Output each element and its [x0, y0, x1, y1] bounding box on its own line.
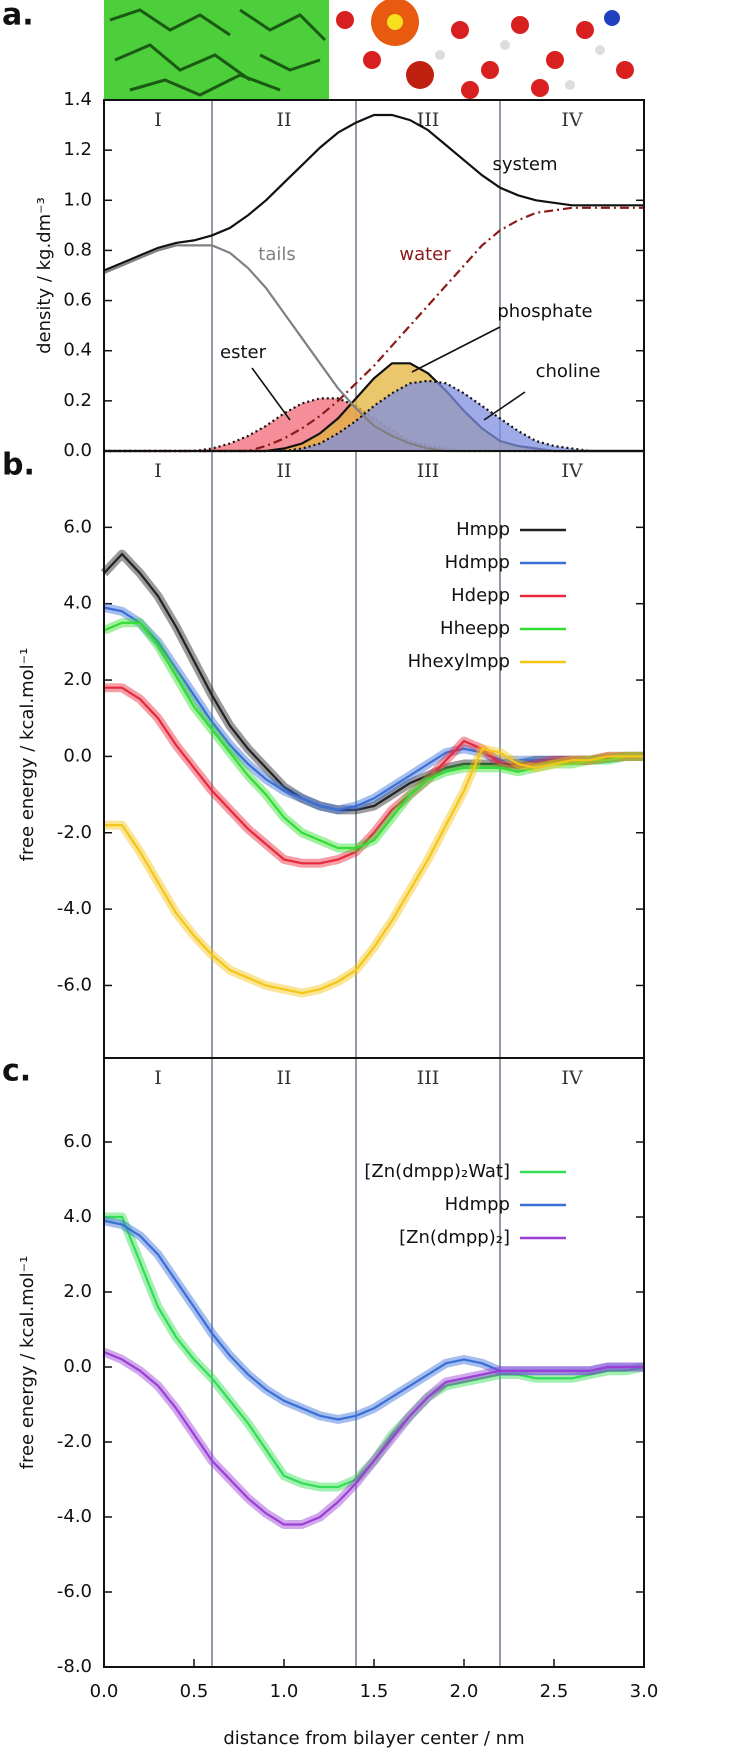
region-label: II: [276, 1067, 291, 1089]
ester-arrow: [251, 367, 291, 421]
legend-label: [Zn(dmpp)₂Wat]: [364, 1161, 510, 1182]
y-tick-label: 0.0: [63, 440, 92, 461]
y-tick-label: 1.2: [63, 139, 92, 160]
uncertainty-band: [103, 1216, 644, 1424]
phosphate-arrow: [411, 326, 501, 373]
panel-label: b.: [2, 448, 35, 483]
series-line: [104, 747, 644, 995]
region-label: II: [276, 460, 291, 482]
y-tick-label: 4.0: [63, 593, 92, 614]
y-tick-label: -8.0: [57, 1656, 92, 1677]
legend-label: Hdepp: [451, 585, 510, 606]
y-tick-label: 4.0: [63, 1206, 92, 1227]
curve-label: water: [399, 244, 451, 265]
region-label: I: [154, 460, 162, 482]
x-tick-label: 1.5: [360, 1681, 389, 1702]
region-label: II: [276, 109, 291, 131]
legend-label: Hheepp: [440, 618, 510, 639]
y-tick-label: 0.4: [63, 340, 92, 361]
region-label: III: [417, 1067, 440, 1089]
series-line: [103, 1219, 644, 1421]
legend-label: Hdmpp: [445, 552, 510, 573]
y-tick-label: 1.4: [63, 89, 92, 110]
molecular-snapshot: [104, 0, 644, 100]
region-label: I: [154, 109, 162, 131]
y-axis-title: free energy / kcal.mol⁻¹: [17, 1256, 38, 1470]
water-spheres: [336, 0, 634, 99]
curve-label: choline: [536, 361, 601, 382]
plots: a. density / kg.dm⁻³ 0.0 0.2 0.4 0.6 0.8 1.0 1.2…: [2, 0, 658, 1749]
y-tick-label: 2.0: [63, 1281, 92, 1302]
curve-label: system: [492, 154, 557, 175]
region-label: IV: [561, 460, 583, 482]
uncertainty-band: [104, 1212, 645, 1492]
choline-arrow: [483, 391, 526, 421]
panel-label: a.: [2, 0, 34, 33]
y-tick-label: -2.0: [57, 822, 92, 843]
curve-label: phosphate: [497, 301, 592, 322]
x-axis-title: distance from bilayer center / nm: [223, 1728, 524, 1749]
region-label: I: [154, 1067, 162, 1089]
y-tick-label: 0.2: [63, 390, 92, 411]
uncertainty-band: [102, 618, 644, 853]
y-tick-label: -2.0: [57, 1431, 92, 1452]
y-tick-label: 0.6: [63, 290, 92, 311]
x-tick-label: 3.0: [630, 1681, 659, 1702]
x-tick-label: 0.0: [90, 1681, 119, 1702]
x-tick-label: 1.0: [270, 1681, 299, 1702]
y-tick-label: 0.8: [63, 239, 92, 260]
area-fill: [104, 380, 644, 451]
lipid-sticks: [109, 8, 327, 97]
y-tick-label: -4.0: [57, 898, 92, 919]
series-line: [103, 113, 644, 272]
series-line: [103, 1350, 644, 1526]
panel-label: c.: [2, 1054, 31, 1089]
y-tick-label: 0.0: [63, 1356, 92, 1377]
x-tick-label: 2.0: [450, 1681, 479, 1702]
legend-label: Hdmpp: [445, 1194, 510, 1215]
region-label: IV: [561, 109, 583, 131]
y-tick-label: 6.0: [63, 1131, 92, 1152]
series-line: [104, 686, 644, 865]
y-tick-label: -6.0: [57, 1581, 92, 1602]
region-label: III: [417, 109, 440, 131]
region-label: IV: [561, 1067, 583, 1089]
curve-label: ester: [220, 342, 267, 363]
legend-label: [Zn(dmpp)₂]: [399, 1227, 510, 1248]
x-tick-label: 2.5: [540, 1681, 569, 1702]
plot-frame: [103, 99, 645, 1668]
y-tick-label: 2.0: [63, 669, 92, 690]
legend-label: Hmpp: [456, 519, 510, 540]
x-tick-label: 0.5: [180, 1681, 209, 1702]
region-label: III: [417, 460, 440, 482]
series-line: [103, 621, 644, 850]
y-axis-title: density / kg.dm⁻³: [34, 197, 55, 354]
y-axis-title: free energy / kcal.mol⁻¹: [17, 648, 38, 862]
frame: [103, 99, 645, 1668]
y-tick-label: 6.0: [63, 516, 92, 537]
y-tick-label: 0.0: [63, 745, 92, 766]
y-tick-label: 1.0: [63, 189, 92, 210]
uncertainty-band: [104, 744, 644, 998]
y-tick-label: -6.0: [57, 974, 92, 995]
y-tick-label: -4.0: [57, 1506, 92, 1527]
curve-label: tails: [258, 244, 295, 265]
annotation-arrows: [251, 326, 526, 421]
legend-label: Hhexylmpp: [408, 651, 510, 672]
